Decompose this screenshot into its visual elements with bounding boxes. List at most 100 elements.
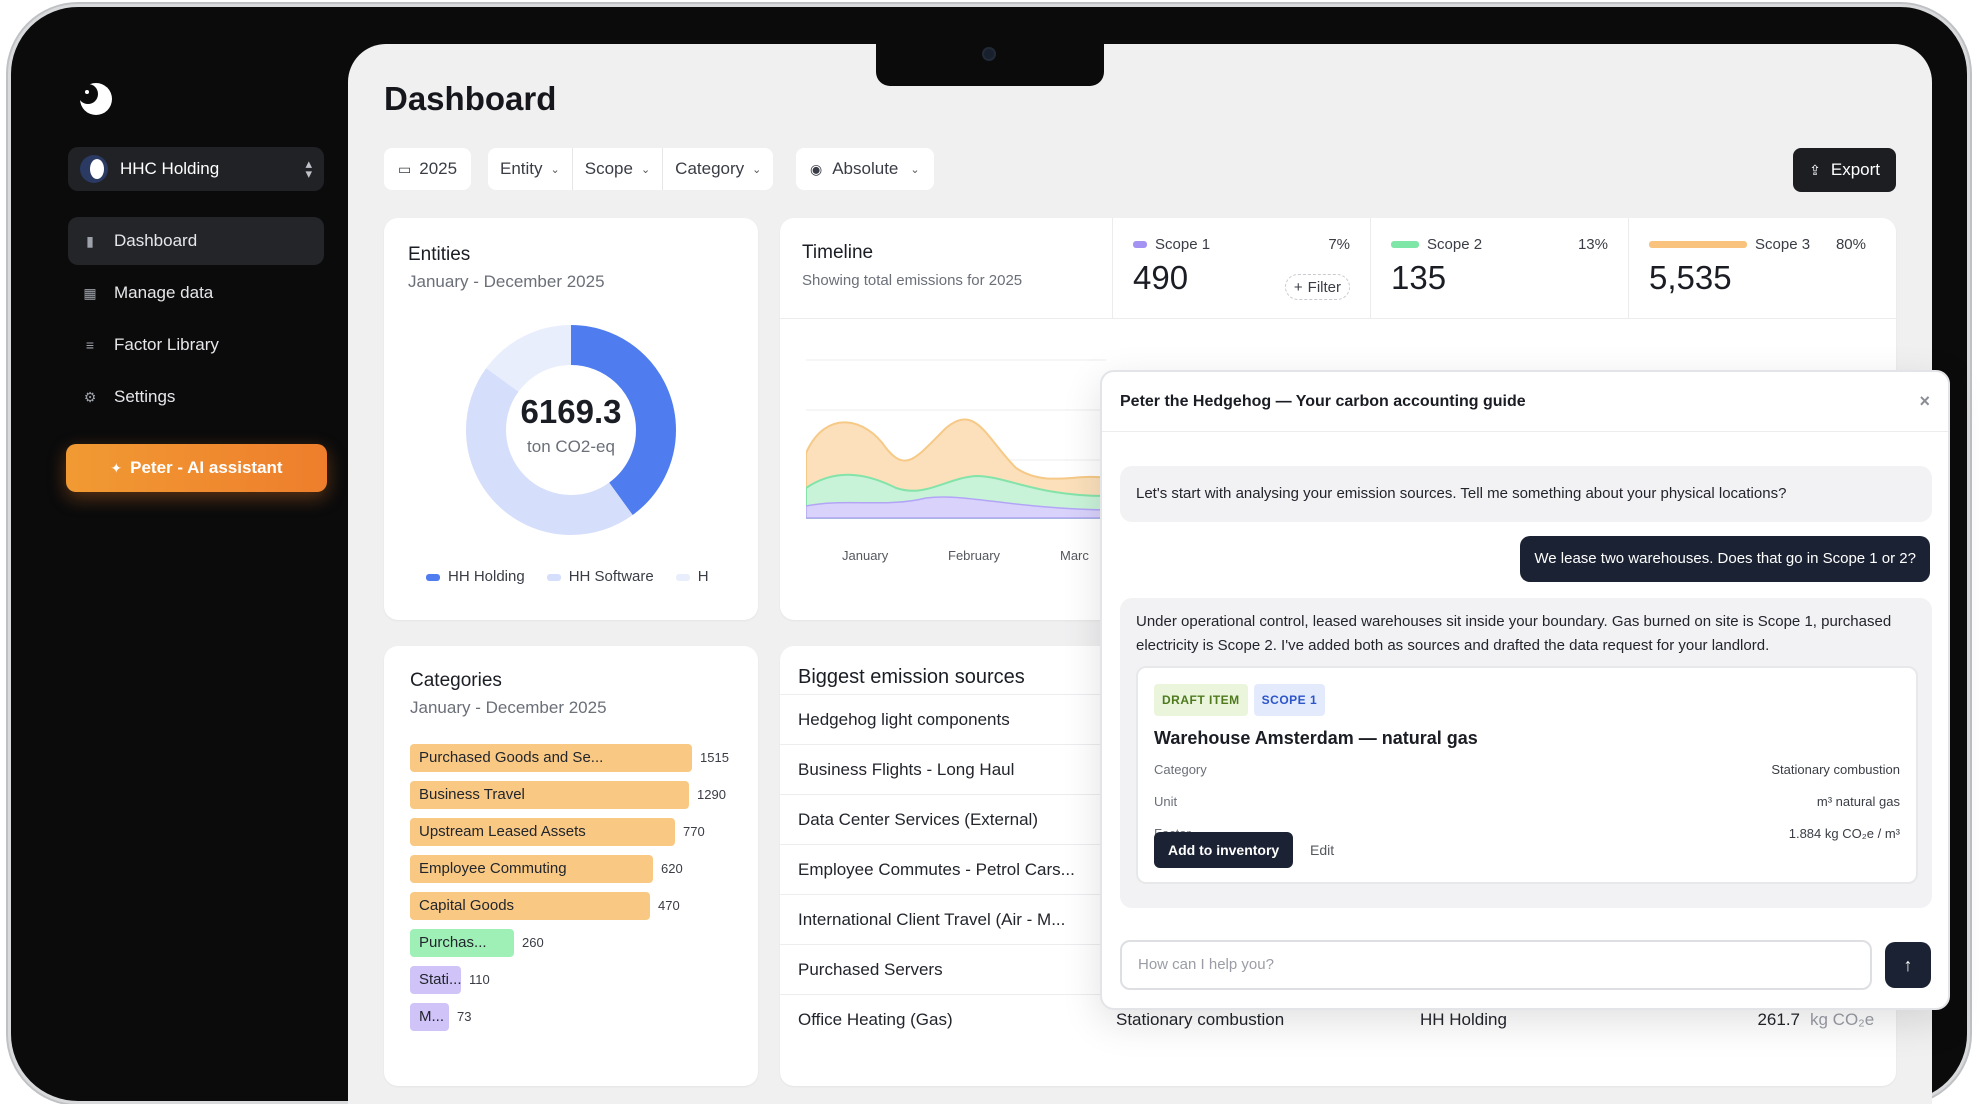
field-value: Stationary combustion [1771,762,1900,777]
legend-item[interactable]: H [675,568,709,585]
sidebar-item-label: Settings [114,387,176,406]
cell-name: Hedgehog light components [798,709,1010,729]
sidebar-item-settings[interactable]: ⚙ Settings [68,373,324,421]
scope1-area [806,496,1106,519]
camera-icon [982,47,996,61]
chevron-down-icon: ⌄ [910,163,920,176]
sidebar-item-manage-data[interactable]: ▦ Manage data [68,269,324,317]
app-logo [78,83,112,115]
cell-name: Office Heating (Gas) [798,1009,953,1029]
assistant-message: Under operational control, leased wareho… [1120,598,1932,908]
category-value: 620 [661,861,683,876]
scope3-value: 5,535 [1649,259,1732,296]
timeline-title: Timeline [802,242,874,263]
scope-filter-label: Scope [584,159,633,178]
draft-title: Warehouse Amsterdam — natural gas [1154,728,1478,748]
entities-period: January - December 2025 [408,272,605,291]
filter-label: Filter [1307,278,1341,296]
export-label: Export [1830,160,1880,179]
calendar-icon: ▭ [398,160,412,177]
table-icon: ▦ [83,285,97,301]
assistant-message-text: Under operational control, leased wareho… [1136,613,1892,630]
scope-filter[interactable]: Scope ⌄ [573,148,664,190]
total-emissions-unit: ton CO2-eq [527,437,615,456]
emission-sources-title: Biggest emission sources [798,666,1025,688]
eye-icon: ◉ [810,160,823,177]
donut-slice[interactable] [466,325,676,535]
categories-period: January - December 2025 [410,698,607,717]
cell-value: 261.7 [1757,1009,1800,1029]
library-icon: ≡ [85,337,95,353]
legend-label: HH Holding [448,568,525,585]
donut-slice[interactable] [466,325,676,535]
category-value: 73 [457,1009,472,1024]
field-value: 1.884 kg CO₂e / m³ [1788,826,1900,841]
chat-title: Peter the Hedgehog — Your carbon account… [1120,392,1526,410]
add-to-inventory-button[interactable]: Add to inventory [1154,832,1294,868]
export-button[interactable]: ⇪ Export [1793,148,1896,192]
legend-item[interactable]: HH Software [546,568,654,585]
category-bar[interactable]: Stati... [410,966,461,994]
cell-name: International Client Travel (Air - M... [798,909,1066,929]
scope1-label: Scope 1 [1155,236,1211,253]
scope1-value: 490 [1133,259,1189,296]
cell-name: Employee Commutes - Petrol Cars... [798,859,1075,879]
category-bar[interactable]: Purchased Goods and Se... [410,744,692,772]
scope1-stat[interactable]: Scope 1 7% 490 + Filter [1112,218,1370,318]
cell-category: Stationary combustion [1116,1009,1285,1029]
sidebar-item-factor-library[interactable]: ≡ Factor Library [68,321,324,369]
draft-item-card: DRAFT ITEM SCOPE 1 Warehouse Amsterdam — … [1136,666,1918,884]
entities-legend: HH Holding HH Software H [426,568,726,585]
bar-chart-icon: ▮ [86,233,94,249]
category-bar[interactable]: Employee Commuting [410,855,653,883]
chevron-down-icon: ⌄ [640,163,651,176]
year-picker[interactable]: ▭ 2025 [384,148,472,190]
legend-item[interactable]: HH Holding [426,568,525,585]
category-filter[interactable]: Category ⌄ [663,148,773,190]
scope2-stat[interactable]: Scope 2 13% 135 [1370,218,1628,318]
field-value: m³ natural gas [1816,794,1900,809]
x-tick-label: Marc [1060,548,1089,563]
scope3-stat[interactable]: Scope 3 80% 5,535 [1628,218,1886,318]
entity-filter[interactable]: Entity ⌄ [488,148,573,190]
filter-group: Entity ⌄ Scope ⌄ Category ⌄ [488,148,774,190]
category-bar[interactable]: Capital Goods [410,892,650,920]
donut-chart [466,325,676,535]
category-value: 770 [683,824,705,839]
categories-title: Categories [410,670,502,691]
ai-assistant-button[interactable]: ✦ Peter - AI assistant [66,444,327,492]
legend-label: HH Software [568,568,654,585]
chat-input[interactable]: How can I help you? [1120,940,1872,990]
scope2-label: Scope 2 [1427,236,1483,253]
close-icon[interactable]: × [1919,391,1930,411]
categories-card: Categories January - December 2025 Purch… [384,646,758,1086]
category-value: 1290 [697,787,726,802]
category-bar[interactable]: Purchas... [410,929,514,957]
organization-switcher[interactable]: HHC Holding ▴ ▾ [68,147,324,191]
view-mode-value: Absolute [832,159,899,178]
category-value: 260 [522,935,544,950]
scope3-swatch [1649,241,1747,248]
legend-swatch [426,573,440,581]
scope3-label: Scope 3 [1755,236,1811,253]
arrow-up-icon: ↑ [1903,955,1913,975]
draft-field: Unit m³ natural gas [1154,790,1900,814]
sidebar-item-dashboard[interactable]: ▮ Dashboard [68,217,324,265]
chevron-down-icon: ⌄ [752,163,762,176]
category-bar[interactable]: Upstream Leased Assets [410,818,675,846]
sidebar-item-label: Dashboard [114,231,198,250]
category-bar[interactable]: M... [410,1003,449,1031]
cell-name: Data Center Services (External) [798,809,1038,829]
draft-tag: DRAFT ITEM [1154,684,1248,716]
view-mode-select[interactable]: ◉ Absolute ⌄ [796,148,934,190]
edit-button[interactable]: Edit [1310,842,1335,858]
category-value: 470 [658,898,680,913]
category-bar[interactable]: Business Travel [410,781,689,809]
filter-button[interactable]: + Filter [1284,274,1350,300]
ai-chat-panel: Peter the Hedgehog — Your carbon account… [1100,370,1950,1010]
send-button[interactable]: ↑ [1885,942,1931,988]
scope2-swatch [1391,241,1419,248]
total-emissions-value: 6169.3 [520,393,622,430]
scope1-swatch [1133,241,1147,248]
draft-field: Category Stationary combustion [1154,758,1900,782]
